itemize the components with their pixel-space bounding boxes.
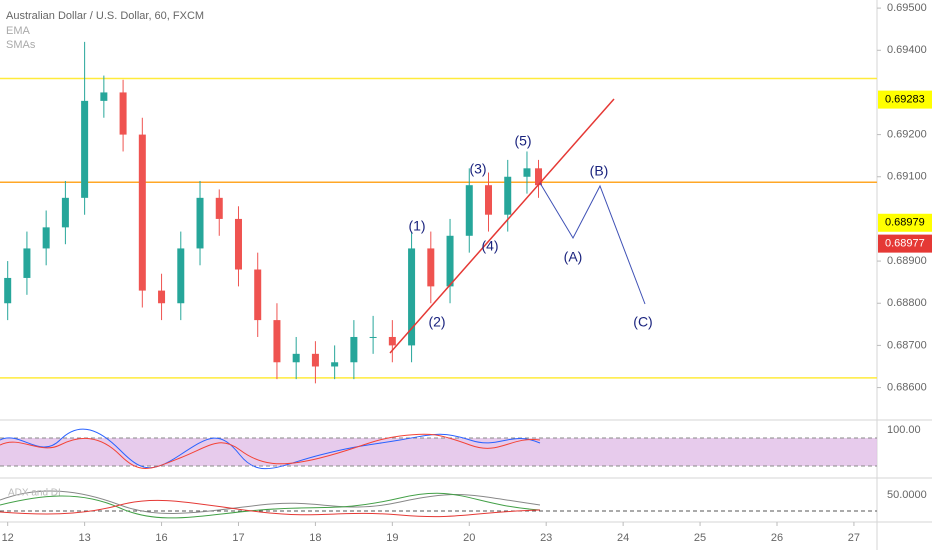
candle-body (446, 235, 454, 287)
price-tag (878, 213, 932, 232)
candle-body (273, 320, 281, 363)
candle-body (331, 362, 339, 367)
trend-line (389, 98, 615, 354)
y-tick-label: 0.68700 (887, 339, 927, 351)
candle-body (311, 353, 319, 367)
price-tag-label: 0.69283 (885, 94, 925, 106)
candle-body (388, 336, 396, 346)
y-tick-label: 0.68900 (887, 255, 927, 267)
di-plus-line (0, 492, 541, 519)
y-tick-label: 0.68600 (887, 381, 927, 393)
indicator-label: EMA (6, 25, 31, 37)
candle-body (61, 197, 69, 228)
wave-label: (3) (469, 161, 486, 177)
wave-label: (B) (590, 163, 609, 179)
x-tick-label: 16 (155, 532, 167, 544)
x-tick-label: 20 (463, 532, 475, 544)
adx-line (0, 490, 541, 515)
candle-body (523, 168, 531, 177)
x-tick-label: 23 (540, 532, 552, 544)
candle-body (369, 336, 377, 338)
wave-label: (5) (514, 133, 531, 149)
candle-body (254, 269, 262, 321)
wave-label: (1) (408, 218, 425, 234)
di-minus-line (0, 499, 541, 518)
candle-body (138, 134, 146, 291)
candle-body (408, 248, 416, 346)
oscillator-line (0, 433, 541, 469)
price-tag-label: 0.68977 (885, 238, 925, 250)
x-tick-label: 13 (78, 532, 90, 544)
x-tick-label: 25 (694, 532, 706, 544)
candle-body (535, 168, 543, 186)
x-tick-label: 27 (848, 532, 860, 544)
y-tick-label: 0.69200 (887, 129, 927, 141)
candle-body (42, 227, 50, 249)
candle-body (215, 197, 223, 219)
oscillator-line (0, 428, 541, 470)
candle-body (196, 197, 204, 249)
candle-body (292, 353, 300, 363)
pane-label: 50.0000 (887, 489, 927, 501)
price-tag (878, 234, 932, 253)
pane-title: ADX and DI (8, 488, 61, 499)
x-tick-label: 17 (232, 532, 244, 544)
candle-body (234, 218, 242, 270)
y-tick-label: 0.69100 (887, 171, 927, 183)
y-tick-label: 0.69500 (887, 2, 927, 14)
wave-label: (4) (481, 238, 498, 254)
candle-body (119, 92, 127, 135)
wave-label: (A) (564, 249, 583, 265)
candle-body (427, 248, 435, 287)
x-tick-label: 12 (2, 532, 14, 544)
oscillator-band (0, 438, 877, 466)
y-tick-label: 0.69400 (887, 44, 927, 56)
price-tag (878, 90, 932, 109)
pane-label: 100.00 (887, 424, 921, 436)
chart-title: Australian Dollar / U.S. Dollar, 60, FXC… (6, 10, 204, 22)
x-tick-label: 26 (771, 532, 783, 544)
candle-body (100, 92, 108, 101)
price-tag-label: 0.68979 (885, 217, 925, 229)
wave-label: (C) (633, 314, 652, 330)
candle-body (465, 185, 473, 236)
candle-body (158, 290, 166, 304)
candle-body (81, 100, 89, 198)
indicator-label: SMAs (6, 39, 36, 51)
x-tick-label: 19 (386, 532, 398, 544)
candle-body (504, 176, 512, 215)
candle-body (350, 336, 358, 363)
candle-body (4, 277, 12, 304)
x-tick-label: 18 (309, 532, 321, 544)
candle-body (177, 248, 185, 304)
wave-projection (539, 182, 646, 305)
candle-body (23, 248, 31, 278)
wave-label: (2) (428, 314, 445, 330)
x-tick-label: 24 (617, 532, 629, 544)
y-tick-label: 0.68800 (887, 297, 927, 309)
candle-body (485, 185, 493, 215)
